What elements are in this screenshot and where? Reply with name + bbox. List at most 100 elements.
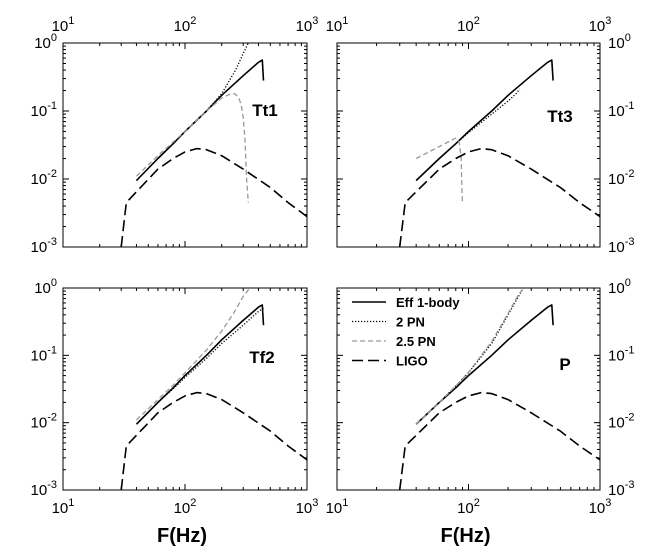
tick-label: 10-2	[608, 168, 634, 188]
series-line-2-5-pn	[415, 137, 464, 203]
tick-exponent: 1	[342, 15, 348, 27]
tick-label: 101	[52, 497, 75, 517]
tick-exponent: 0	[625, 32, 631, 44]
tick-base: 10	[31, 103, 48, 120]
tick-base: 10	[608, 239, 625, 256]
series-line-2-5-pn	[136, 92, 249, 203]
series-line-2-pn	[136, 307, 264, 425]
plot-frame	[336, 287, 601, 491]
tick-label: 103	[589, 497, 612, 517]
tick-label: 103	[296, 497, 319, 517]
tick-exponent: 3	[605, 15, 611, 27]
tick-exponent: -3	[625, 236, 635, 248]
tick-label: 102	[174, 497, 197, 517]
tick-label: 10-1	[31, 344, 57, 364]
panel-label: Tt1	[252, 101, 278, 120]
tick-label: 103	[296, 15, 319, 35]
series-line-eff-1-body	[135, 304, 265, 425]
tick-base: 10	[457, 18, 474, 35]
tick-base: 10	[589, 18, 606, 35]
tick-exponent: -3	[625, 479, 635, 491]
tick-label: 100	[34, 32, 57, 52]
plot-frame	[62, 42, 308, 248]
tick-base: 10	[608, 35, 625, 52]
tick-exponent: 0	[51, 277, 57, 289]
tick-base: 10	[296, 18, 313, 35]
tick-base: 10	[52, 18, 69, 35]
series-line-ligo	[120, 391, 307, 491]
tick-base: 10	[608, 171, 625, 188]
tick-base: 10	[608, 103, 625, 120]
tick-exponent: -1	[625, 100, 635, 112]
tick-label: 10-1	[608, 344, 634, 364]
tick-label: 100	[608, 277, 631, 297]
series-line-2-pn	[415, 88, 521, 181]
tick-label: 10-3	[608, 479, 634, 499]
tick-label: 101	[326, 497, 349, 517]
tick-label: 10-3	[31, 479, 57, 499]
series-line-eff-1-body	[415, 304, 554, 425]
tick-base: 10	[34, 35, 51, 52]
tick-exponent: 3	[312, 15, 318, 27]
tick-base: 10	[608, 347, 625, 364]
legend: Eff 1-body 2 PN 2.5 PN LIGO	[352, 295, 460, 369]
tick-base: 10	[31, 347, 48, 364]
tick-base: 10	[589, 500, 606, 517]
tick-label: 101	[52, 15, 75, 35]
tick-base: 10	[52, 500, 69, 517]
tick-label: 10-2	[31, 168, 57, 188]
tick-label: 100	[34, 277, 57, 297]
tick-label: 100	[608, 32, 631, 52]
tick-exponent: -1	[47, 344, 57, 356]
tick-base: 10	[174, 500, 191, 517]
series-line-ligo	[120, 147, 307, 248]
tick-label: 10-2	[31, 412, 57, 432]
series-line-2-5-pn	[136, 287, 251, 421]
tick-exponent: 0	[625, 277, 631, 289]
tick-label: 102	[174, 15, 197, 35]
legend-label: Eff 1-body	[396, 295, 460, 310]
tick-exponent: 2	[190, 15, 196, 27]
tick-base: 10	[296, 500, 313, 517]
tick-exponent: 3	[605, 497, 611, 509]
plot-frame	[336, 42, 601, 248]
tick-exponent: -2	[47, 412, 57, 424]
series-line-2-5-pn	[415, 287, 525, 425]
tick-base: 10	[326, 500, 343, 517]
tick-exponent: 1	[342, 497, 348, 509]
tick-exponent: -2	[625, 412, 635, 424]
series-line-eff-1-body	[415, 59, 554, 182]
tick-exponent: 2	[190, 497, 196, 509]
panel-label: P	[559, 355, 570, 374]
tick-label: 10-3	[608, 236, 634, 256]
tick-exponent: 1	[68, 497, 74, 509]
tick-base: 10	[608, 482, 625, 499]
tick-exponent: -1	[47, 100, 57, 112]
tick-base: 10	[34, 280, 51, 297]
legend-label: LIGO	[396, 354, 428, 369]
panel-label: Tf2	[249, 348, 275, 367]
series-line-ligo	[398, 391, 600, 491]
plot-frame	[62, 287, 308, 491]
tick-base: 10	[31, 482, 48, 499]
tick-exponent: 2	[474, 497, 480, 509]
x-axis-label: F(Hz)	[441, 525, 491, 547]
tick-exponent: -1	[625, 344, 635, 356]
tick-label: 10-3	[31, 236, 57, 256]
tick-label: 103	[589, 15, 612, 35]
x-axis-label: F(Hz)	[157, 525, 207, 547]
tick-label: 102	[457, 497, 480, 517]
tick-exponent: -2	[625, 168, 635, 180]
tick-exponent: -3	[47, 236, 57, 248]
tick-exponent: 1	[68, 15, 74, 27]
tick-exponent: -3	[47, 479, 57, 491]
series-line-ligo	[398, 147, 600, 248]
tick-base: 10	[31, 171, 48, 188]
tick-exponent: 3	[312, 497, 318, 509]
panel-label: Tt3	[547, 107, 573, 126]
